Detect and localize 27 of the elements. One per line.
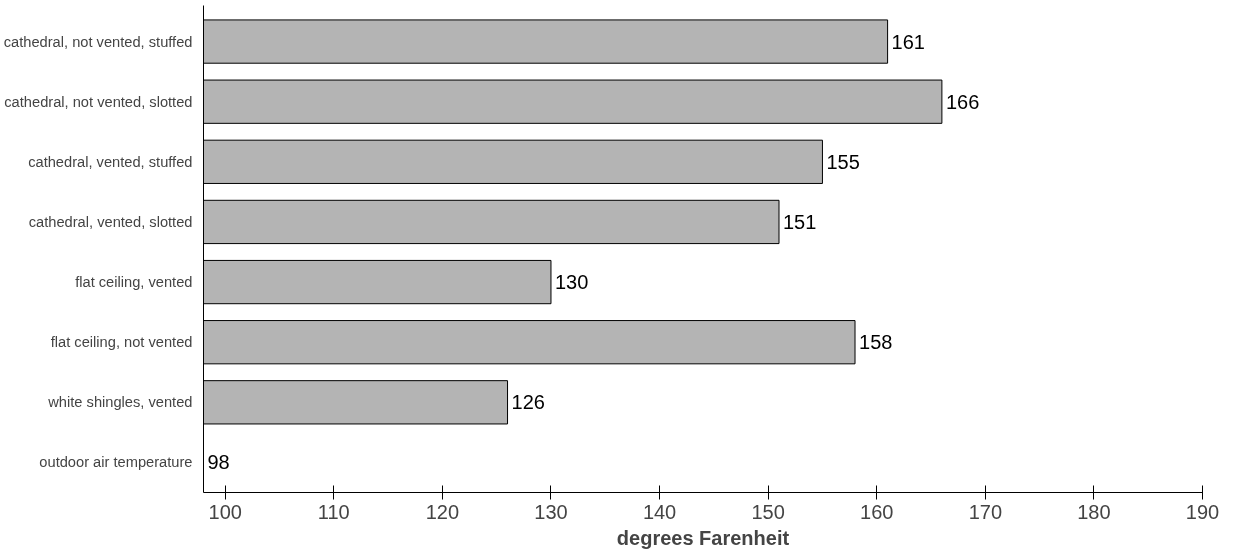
x-tick-label: 110 <box>317 500 350 523</box>
x-tick-label: 180 <box>1077 500 1111 523</box>
y-tick-label: cathedral, not vented, stuffed <box>3 33 193 50</box>
y-tick-label: cathedral, not vented, slotted <box>4 93 193 110</box>
x-tick-label: 140 <box>642 500 677 523</box>
x-tick-label: 120 <box>425 500 460 523</box>
x-tick-label: 160 <box>860 500 894 523</box>
data-label: 161 <box>891 30 925 53</box>
x-tick-label: 100 <box>208 500 242 523</box>
y-tick-label: flat ceiling, not vented <box>50 334 193 351</box>
data-label: 126 <box>511 391 545 414</box>
y-tick-label: cathedral, vented, stuffed <box>28 153 193 170</box>
x-tick-label: 190 <box>1185 500 1220 523</box>
data-label: 98 <box>207 451 230 474</box>
data-label: 158 <box>859 331 893 354</box>
data-label: 151 <box>783 210 817 233</box>
y-tick-label: flat ceiling, vented <box>75 274 193 291</box>
y-tick-label: cathedral, vented, slotted <box>28 213 193 230</box>
y-tick-label: outdoor air temperature <box>39 454 193 471</box>
data-label: 155 <box>826 150 860 173</box>
x-axis-title: degrees Farenheit <box>616 526 790 549</box>
x-tick-label: 130 <box>534 500 568 523</box>
x-tick-label: 170 <box>968 500 1003 523</box>
data-label: 130 <box>554 271 589 294</box>
y-tick-label: white shingles, vented <box>47 394 193 411</box>
data-label: 166 <box>945 90 980 113</box>
x-tick-label: 150 <box>751 500 785 523</box>
